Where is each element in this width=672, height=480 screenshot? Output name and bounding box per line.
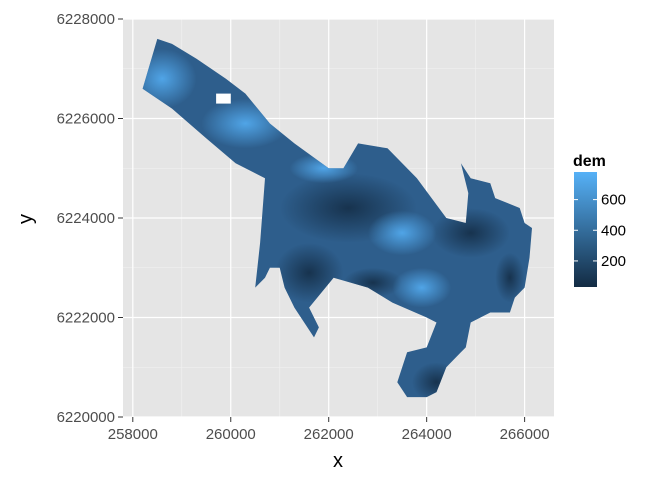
raster-high-elevation-zone: [392, 267, 452, 308]
x-tick-label: 260000: [206, 426, 256, 443]
y-tick-label: 6222000: [57, 310, 115, 327]
legend: dem 200 400 600: [573, 153, 626, 287]
legend-tick-label: 600: [601, 192, 626, 209]
legend-ticks: 200 400 600: [574, 192, 626, 270]
legend-colorbar: [574, 172, 597, 287]
y-axis: 6220000 6222000 6224000 6226000 6228000: [57, 11, 123, 426]
raster-high-elevation-zone: [367, 210, 437, 256]
legend-tick-label: 200: [601, 253, 626, 270]
y-axis-title: y: [15, 214, 37, 224]
legend-title: dem: [573, 153, 606, 170]
y-tick-label: 6224000: [57, 210, 115, 227]
x-axis-title: x: [333, 450, 343, 472]
y-tick-label: 6220000: [57, 409, 115, 426]
x-tick-label: 258000: [108, 426, 158, 443]
raster-low-elevation-zone: [431, 208, 510, 258]
x-tick-label: 264000: [402, 426, 452, 443]
raster-low-elevation-zone: [495, 252, 525, 303]
x-tick-label: 266000: [500, 426, 550, 443]
y-tick-label: 6228000: [57, 11, 115, 28]
x-tick-label: 262000: [304, 426, 354, 443]
y-tick-label: 6226000: [57, 111, 115, 128]
legend-tick-label: 400: [601, 222, 626, 239]
x-axis: 258000 260000 262000 264000 266000: [108, 417, 550, 443]
raster-nodata-hole: [216, 93, 231, 104]
